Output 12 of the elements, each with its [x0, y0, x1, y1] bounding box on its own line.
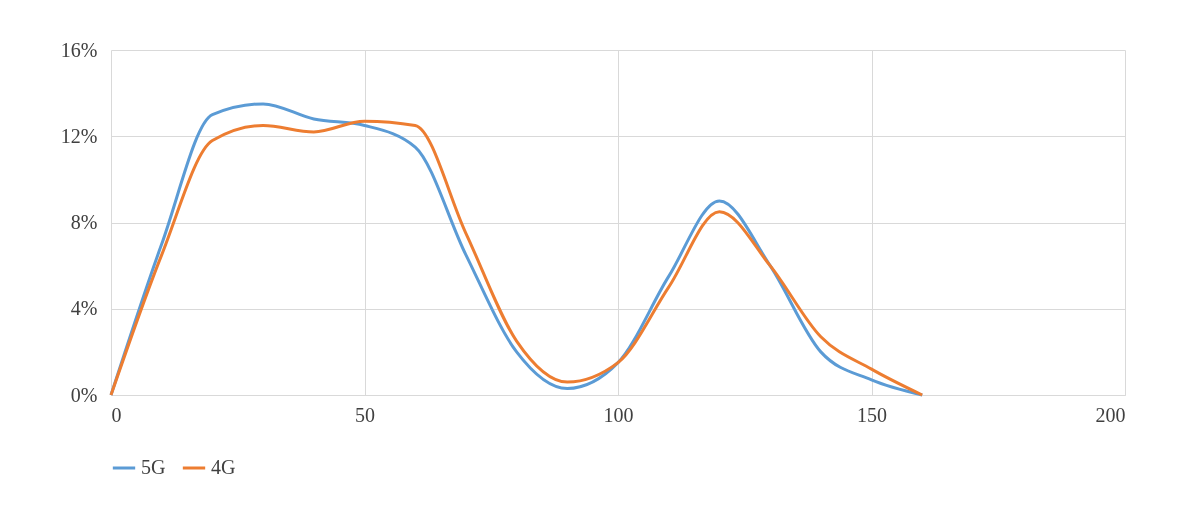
y-tick-label: 4% — [70, 297, 98, 320]
y-tick-label: 0% — [70, 383, 98, 406]
y-tick-label: 8% — [70, 211, 98, 233]
legend-label: 5G — [141, 456, 166, 478]
y-tick-label: 16% — [60, 38, 98, 61]
x-tick-label: 200 — [1095, 403, 1126, 426]
x-tick-label: 150 — [857, 403, 887, 426]
legend-label: 4G — [211, 456, 236, 478]
y-tick-label: 12% — [60, 124, 98, 147]
x-tick-label: 0 — [111, 403, 122, 426]
x-tick-label: 50 — [355, 403, 375, 426]
x-tick-label: 100 — [603, 403, 634, 426]
